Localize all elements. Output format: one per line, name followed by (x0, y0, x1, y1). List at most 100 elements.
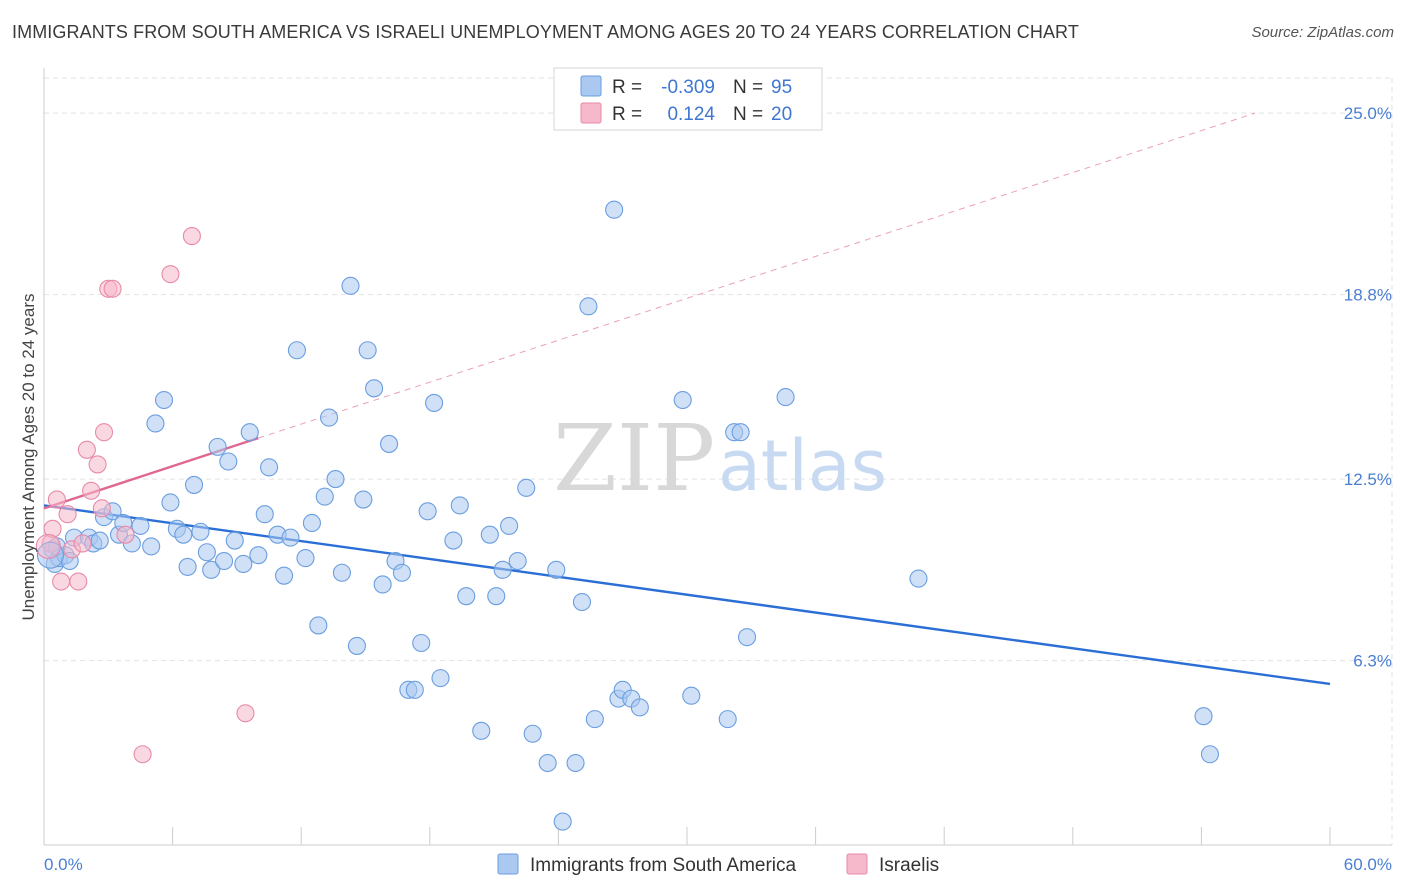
point-israelis-14 (103, 279, 122, 298)
legend-r-value-2: 0.124 (667, 104, 715, 125)
point-israelis-12 (94, 423, 114, 442)
point-south-america-31 (240, 423, 259, 442)
point-israelis-3 (52, 572, 71, 591)
point-israelis-16 (133, 745, 152, 764)
point-south-america-66 (487, 587, 506, 606)
legend-r-label-1: R = (612, 77, 642, 98)
point-south-america-45 (332, 563, 351, 582)
point-south-america-72 (538, 753, 557, 773)
point-south-america-77 (579, 297, 598, 316)
point-south-america-80 (605, 200, 624, 219)
point-israelis-1 (43, 519, 62, 538)
point-south-america-26 (208, 437, 227, 456)
point-south-america-68 (500, 516, 519, 535)
source-credit: Source: ZipAtlas.com (1251, 24, 1394, 41)
point-south-america-29 (225, 531, 244, 550)
point-south-america-23 (191, 522, 210, 541)
point-south-america-93 (1200, 745, 1220, 764)
point-israelis-10 (88, 455, 107, 474)
y-tick-label-1: 12.5% (1344, 470, 1392, 489)
point-israelis-15 (116, 525, 135, 544)
point-south-america-64 (472, 721, 491, 740)
point-south-america-49 (358, 341, 377, 360)
legend-r-value-1: -0.309 (661, 77, 715, 98)
point-south-america-22 (184, 475, 204, 494)
point-south-america-21 (178, 557, 197, 576)
legend-swatch-south-america (580, 75, 602, 97)
legend-n-value-2: 20 (771, 104, 792, 125)
legend-n-label-2: N = (733, 104, 763, 125)
point-south-america-71 (523, 724, 542, 743)
point-israelis-4 (58, 505, 77, 524)
point-south-america-48 (354, 490, 373, 509)
point-south-america-42 (315, 487, 334, 506)
y-tick-labels: 6.3% 12.5% 18.8% 25.0% (1344, 104, 1392, 670)
point-south-america-73 (547, 560, 566, 579)
point-south-america-86 (718, 710, 737, 729)
point-israelis-17 (161, 265, 180, 284)
trend-line-0 (43, 504, 1331, 686)
y-axis-title: Unemployment Among Ages 20 to 24 years (19, 294, 38, 621)
point-south-america-38 (287, 341, 306, 360)
point-south-america-76 (572, 592, 592, 612)
point-south-america-84 (673, 390, 692, 410)
point-south-america-27 (214, 551, 234, 571)
point-south-america-20 (174, 525, 193, 544)
point-south-america-18 (161, 493, 180, 512)
point-south-america-14 (131, 516, 150, 535)
point-south-america-60 (431, 669, 450, 688)
point-south-america-58 (418, 502, 437, 521)
point-south-america-83 (630, 698, 649, 717)
point-israelis-6 (69, 572, 88, 591)
point-south-america-36 (275, 566, 294, 585)
x-tick-label-1: 60.0% (1344, 855, 1392, 874)
trend-line-extension-1 (258, 112, 1256, 439)
point-south-america-62 (450, 496, 469, 515)
legend-n-value-1: 95 (771, 77, 792, 98)
y-tick-label-2: 18.8% (1344, 286, 1392, 305)
point-south-america-15 (142, 537, 161, 556)
point-south-america-32 (249, 546, 268, 565)
point-south-america-25 (202, 560, 221, 579)
point-south-america-65 (480, 525, 499, 544)
point-south-america-69 (508, 551, 527, 571)
point-south-america-70 (517, 478, 536, 497)
point-south-america-54 (392, 563, 411, 582)
point-south-america-89 (737, 628, 757, 647)
point-south-america-78 (585, 710, 604, 729)
bottom-legend-label-israelis: Israelis (879, 855, 939, 876)
point-south-america-41 (309, 616, 328, 635)
point-south-america-74 (553, 812, 572, 831)
point-cluster-israelis (35, 533, 61, 559)
legend-r-label-2: R = (612, 104, 642, 125)
data-points (35, 200, 1220, 831)
chart-title: IMMIGRANTS FROM SOUTH AMERICA VS ISRAELI… (12, 22, 1079, 42)
series-legend: Immigrants from South America Israelis (497, 853, 939, 876)
point-israelis-8 (77, 440, 96, 459)
point-south-america-61 (444, 531, 463, 550)
legend-swatch-israelis (580, 102, 602, 124)
point-south-america-33 (255, 505, 274, 524)
point-israelis-11 (92, 499, 111, 518)
axes (43, 68, 1392, 846)
stats-legend: R = -0.309 N = 95 R = 0.124 N = 20 (553, 67, 823, 131)
point-cluster-south-america (36, 541, 64, 569)
point-south-america-67 (493, 560, 512, 579)
point-israelis-19 (236, 704, 255, 723)
point-israelis-2 (47, 490, 66, 509)
point-south-america-85 (682, 686, 701, 705)
point-south-america-16 (146, 414, 165, 433)
point-south-america-51 (373, 575, 392, 594)
point-israelis-9 (82, 481, 101, 500)
point-south-america-56 (405, 680, 424, 699)
point-south-america-91 (909, 569, 928, 588)
point-south-america-8 (90, 531, 109, 550)
grid-lines (44, 77, 1393, 845)
x-tick-labels: 0.0% 60.0% (44, 855, 1392, 874)
point-south-america-40 (302, 513, 321, 533)
point-israelis-18 (182, 227, 201, 246)
point-south-america-24 (197, 543, 216, 562)
point-south-america-43 (320, 408, 339, 427)
bottom-legend-swatch-south-america (497, 853, 519, 875)
